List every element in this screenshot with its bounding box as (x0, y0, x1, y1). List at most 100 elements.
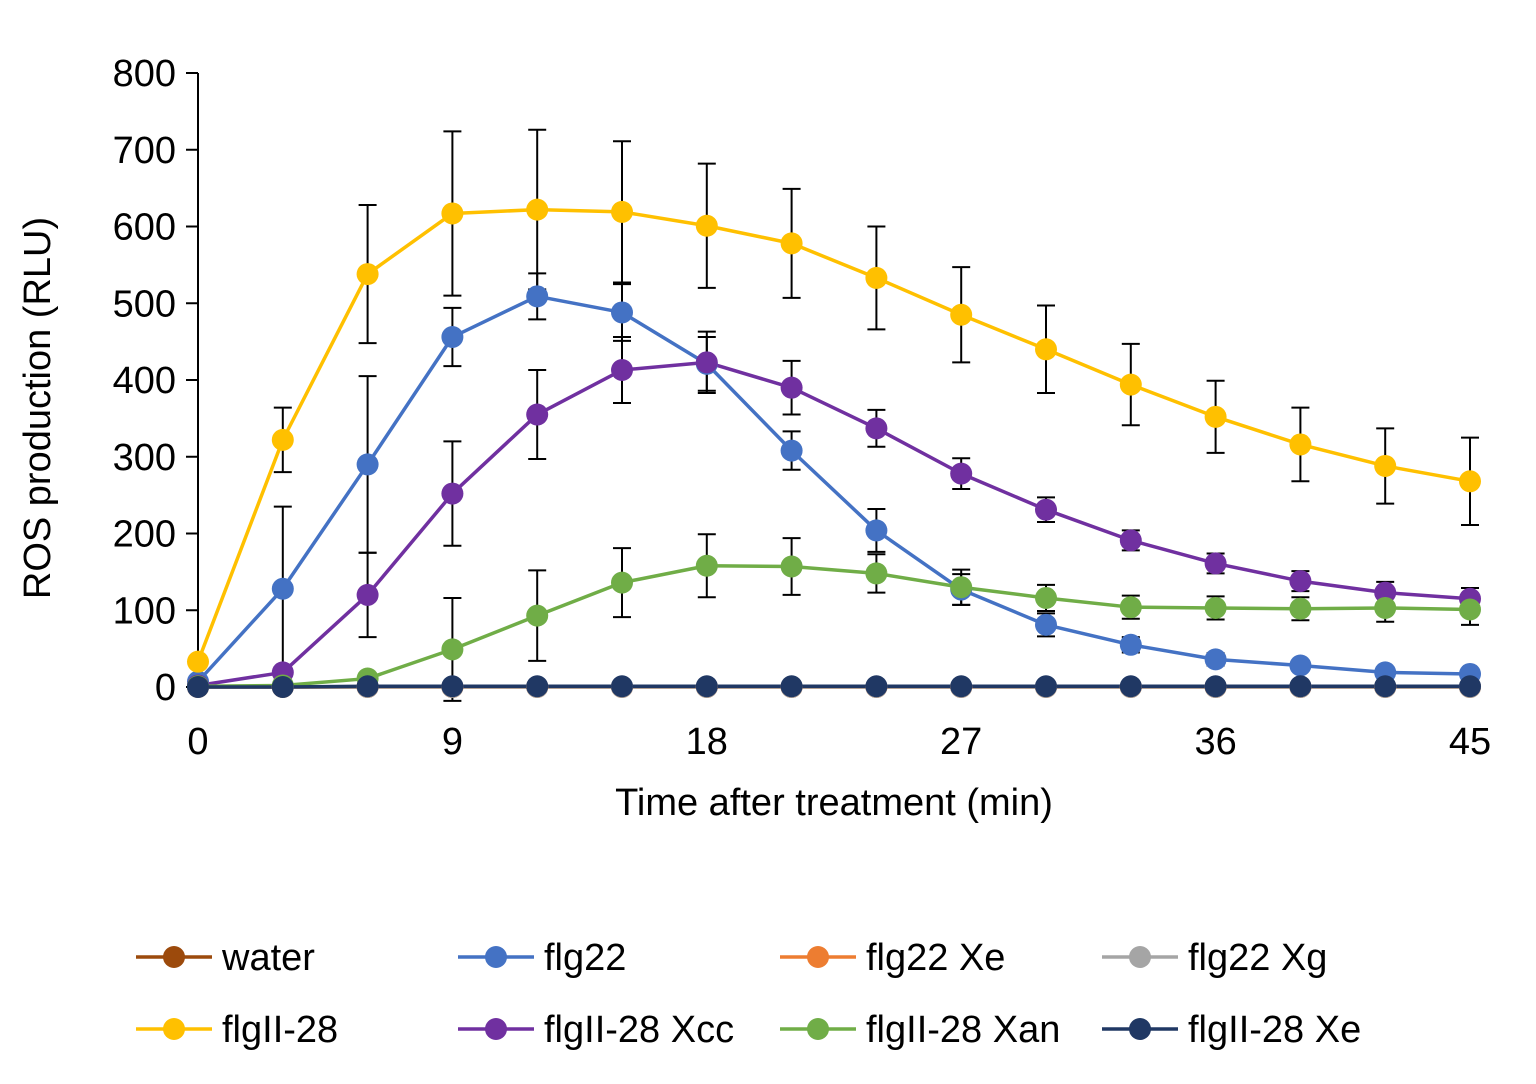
x-tick-label: 45 (1449, 721, 1491, 763)
flgii-28-xan-point (950, 576, 973, 599)
x-tick-label: 36 (1194, 721, 1236, 763)
x-tick-label: 9 (442, 721, 463, 763)
y-axis-title: ROS production (RLU) (17, 217, 59, 599)
y-tick-label: 100 (113, 590, 176, 632)
flgii-28-xan-point (1119, 596, 1142, 619)
flgii-28-point (1459, 470, 1481, 493)
flgii-28-xcc-point (865, 417, 888, 440)
flgii-28-xcc-point (695, 351, 718, 374)
legend-flg22-xe-label: flg22 Xe (866, 937, 1005, 979)
flgii-28-xan-point (526, 604, 549, 627)
flgii-28-xcc-point (1289, 570, 1312, 593)
flgii-28-xcc-point (356, 583, 379, 606)
legend-flgii-28-xcc-label: flgII-28 Xcc (544, 1009, 734, 1051)
flg22-point (526, 285, 549, 308)
flgii-28-point (780, 232, 803, 255)
flgii-28-xe-point (441, 675, 464, 698)
legend-flgii-28-xe-label: flgII-28 Xe (1188, 1009, 1361, 1051)
flgii-28-point (611, 200, 633, 223)
y-tick-label: 0 (155, 667, 176, 709)
flgii-28-xe-point (1204, 675, 1227, 698)
flgii-28-xcc-point (441, 482, 464, 505)
series-lines (196, 207, 1471, 689)
flgii-28-xe-point (950, 675, 973, 698)
flgii-28-xcc-point (526, 403, 549, 426)
flgii-28-xan-point (1204, 596, 1227, 619)
flgii-28-xcc-point (950, 462, 973, 485)
flgii-28-xe-point (271, 676, 294, 698)
flg22-point (1204, 648, 1227, 671)
flgii-28-xcc-point (1119, 529, 1142, 552)
legend-flgii-28-marker (163, 1018, 185, 1040)
flg22-point (1035, 613, 1057, 636)
legend-flg22-xg-marker (1129, 946, 1151, 968)
flgii-28-point (1374, 454, 1397, 477)
flgii-28-xe-point (356, 675, 379, 698)
y-tick-label: 500 (113, 283, 176, 325)
flgii-28-xe-line (198, 684, 1470, 689)
legend-flg22-xe-marker (807, 946, 829, 968)
legend-flgii-28-xe-marker (1129, 1018, 1151, 1040)
series-markers (187, 198, 1481, 698)
flgii-28-xe-point (187, 676, 209, 698)
flgii-28-xe-point (611, 675, 633, 698)
y-tick-label: 200 (113, 514, 176, 556)
flgii-28-xcc-line (197, 360, 1471, 688)
flgii-28-point (1119, 373, 1142, 396)
flgii-28-xan-point (1459, 598, 1481, 621)
error-bars (189, 128, 1479, 702)
flgii-28-point (865, 266, 888, 289)
flgii-28-xan-point (1289, 597, 1312, 620)
flgii-28-xcc-point (780, 376, 803, 399)
legend-flgii-28-xan-label: flgII-28 Xan (866, 1009, 1060, 1051)
legend-flg22-marker (485, 946, 507, 968)
flgii-28-xe-point (526, 675, 549, 698)
flg22-point (1119, 633, 1142, 656)
flgii-28-point (1289, 433, 1312, 456)
flgii-28-point (1035, 338, 1057, 361)
flgii-28-xan-point (441, 638, 464, 661)
flgii-28-xan-point (865, 562, 888, 585)
flgii-28-point (526, 198, 549, 221)
flgii-28-xe-point (1035, 675, 1057, 698)
legend-flgii-28-xan-marker (807, 1018, 829, 1040)
legend: water flg22 flg22 Xe flg22 Xg flgII-28 flgII-… (136, 937, 1361, 1051)
flgii-28-xe-point (695, 675, 718, 698)
flgii-28-point (271, 428, 294, 451)
flgii-28-xe-point (780, 675, 803, 698)
flgii-28-xe-point (1459, 675, 1481, 698)
flgii-28-xan-line (197, 563, 1471, 688)
flgii-28-point (1204, 405, 1227, 428)
flgii-28-xcc-point (1035, 498, 1057, 521)
y-tick-label: 800 (113, 53, 176, 95)
flgii-28-line (196, 207, 1471, 663)
axes: 0 100 200 300 400 500 600 700 800 0 9 18 27 36 45 (113, 53, 1492, 763)
legend-flgii-28-xcc-marker (485, 1018, 507, 1040)
x-tick-label: 27 (940, 721, 982, 763)
flg22-line (196, 294, 1471, 683)
flgii-28-xe-point (1374, 675, 1397, 698)
flgii-28-point (441, 202, 464, 225)
y-tick-label: 700 (113, 130, 176, 172)
flgii-28-xan-point (695, 554, 718, 577)
flgii-28-xan-point (1374, 596, 1397, 619)
legend-flg22-xg-label: flg22 Xg (1188, 937, 1327, 979)
flgii-28-xan-point (780, 555, 803, 578)
flgii-28-xcc-point (611, 359, 633, 382)
flgii-28-point (950, 303, 973, 326)
flgii-28-point (187, 650, 209, 673)
x-tick-label: 18 (686, 721, 728, 763)
flgii-28-xcc-point (1204, 552, 1227, 575)
y-tick-label: 300 (113, 437, 176, 479)
x-tick-label: 0 (187, 721, 208, 763)
legend-flg22-label: flg22 (544, 937, 626, 979)
flgii-28-xe-point (1119, 675, 1142, 698)
legend-water-marker (163, 946, 185, 968)
flg22-point (441, 326, 464, 349)
flg22-point (865, 519, 888, 542)
flg22-point (611, 301, 633, 324)
flg22-point (356, 453, 379, 476)
legend-flgii-28-label: flgII-28 (222, 1009, 338, 1051)
flgii-28-xe-point (865, 675, 888, 698)
